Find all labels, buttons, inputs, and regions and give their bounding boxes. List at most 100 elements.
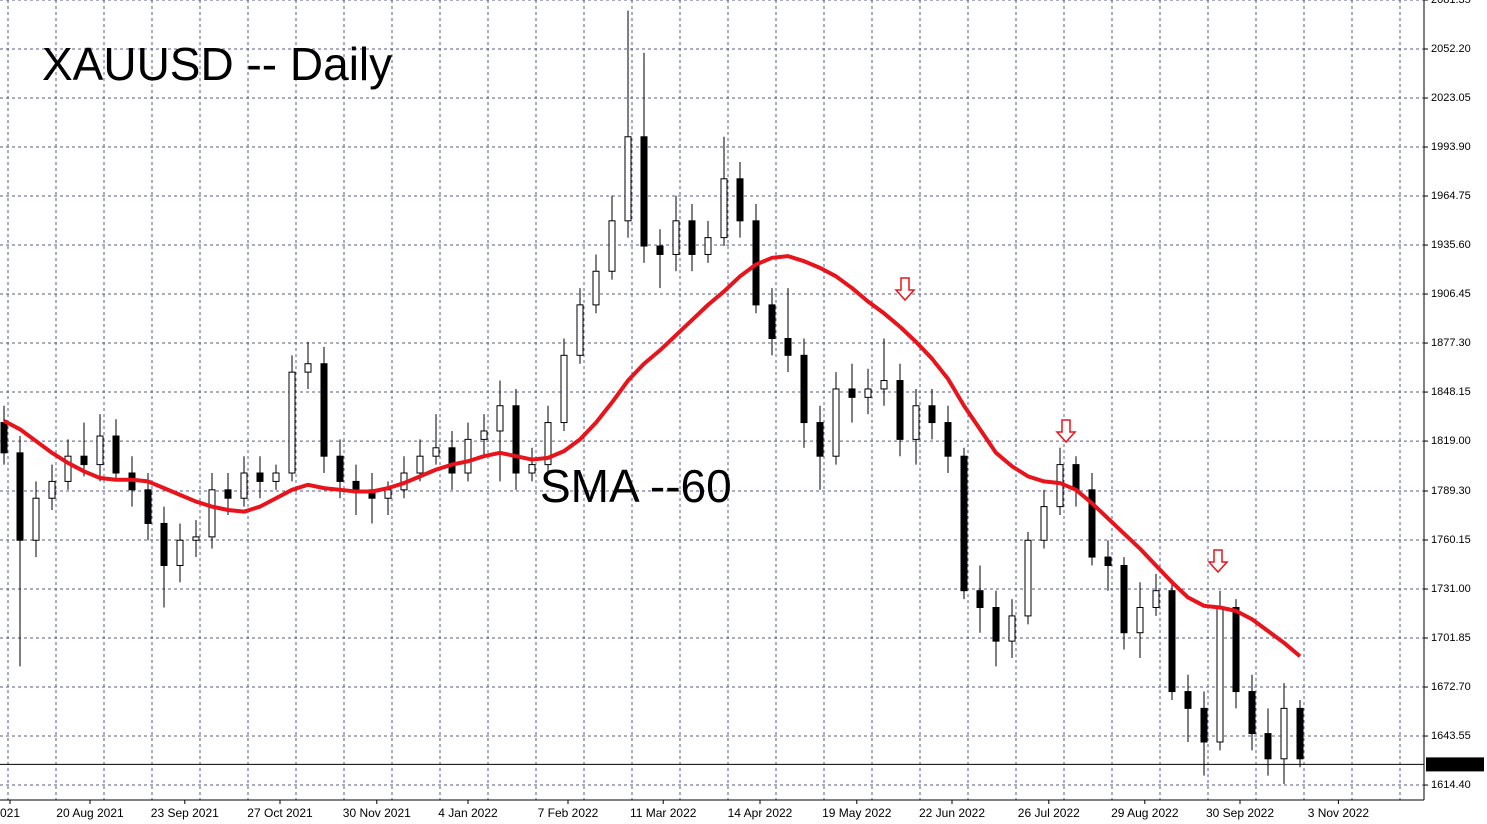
candle-body — [1024, 539, 1032, 617]
candle-body — [608, 220, 616, 272]
candle-body — [432, 447, 440, 457]
candle-body — [800, 354, 808, 424]
candle-body — [768, 304, 776, 340]
x-tick-label: 30 Nov 2021 — [343, 806, 411, 820]
y-tick-label: 1993.90 — [1431, 141, 1471, 153]
y-tick-label: 1672.70 — [1431, 681, 1471, 693]
candle-body — [1296, 707, 1304, 760]
candle-body — [1280, 707, 1288, 760]
candle-body — [736, 178, 744, 222]
candle-body — [512, 405, 520, 474]
y-tick-label: 1760.15 — [1431, 534, 1471, 546]
candle-body — [1040, 506, 1048, 541]
annotation: SMA --60 — [540, 460, 732, 512]
candle-body — [448, 447, 456, 474]
x-tick-label: 20 Aug 2021 — [56, 806, 124, 820]
y-tick-label: 2052.20 — [1431, 43, 1471, 55]
candle-body — [960, 455, 968, 592]
sma-line — [3, 254, 1302, 658]
candle-body — [1216, 607, 1224, 743]
y-tick-label: 1906.45 — [1431, 288, 1471, 300]
candle-body — [688, 220, 696, 255]
candle-body — [384, 489, 392, 499]
y-tick-label: 1731.00 — [1431, 583, 1471, 595]
candle-body — [352, 480, 360, 491]
candle-body — [784, 338, 792, 356]
candle-body — [240, 472, 248, 499]
x-tick-label: 3 Nov 2022 — [1308, 806, 1370, 820]
candle-body — [144, 489, 152, 524]
candle-body — [1248, 691, 1256, 735]
candle-body — [1104, 556, 1112, 566]
y-tick-label: 1877.30 — [1431, 337, 1471, 349]
x-tick-label: 14 Apr 2022 — [728, 806, 793, 820]
candle-body — [160, 522, 168, 566]
candle-body — [208, 489, 216, 538]
candle-body — [976, 590, 984, 609]
candle-body — [880, 380, 888, 390]
candle-body — [1232, 607, 1240, 693]
chart-title: XAUUSD -- Daily — [42, 38, 392, 90]
y-tick-label: 2023.05 — [1431, 92, 1471, 104]
candle-body — [544, 422, 552, 466]
candle-body — [1120, 564, 1128, 634]
y-tick-label: 1935.60 — [1431, 239, 1471, 251]
candle-body — [64, 455, 72, 482]
candle-body — [1088, 489, 1096, 558]
x-tick-label: 19 May 2022 — [822, 806, 892, 820]
candle-body — [704, 237, 712, 255]
candle-body — [928, 405, 936, 424]
x-tick-label: 021 — [0, 806, 20, 820]
candle-body — [272, 472, 280, 482]
arrow — [894, 277, 916, 302]
candle-body — [48, 480, 56, 499]
x-tick-label: 4 Jan 2022 — [438, 806, 498, 820]
candle-body — [896, 380, 904, 440]
y-tick-label: 1643.55 — [1431, 730, 1471, 742]
candle-body — [624, 136, 632, 222]
candle-body — [1072, 464, 1080, 491]
last-price-label: 1626.68 — [1430, 758, 1470, 770]
candle-body — [912, 405, 920, 440]
candle-body — [112, 435, 120, 474]
candle-body — [256, 472, 264, 482]
candle-body — [1200, 707, 1208, 743]
candle-body — [1152, 590, 1160, 609]
candle-body — [1168, 590, 1176, 693]
candle-body — [304, 363, 312, 373]
arrow — [1055, 419, 1077, 444]
candle-body — [640, 136, 648, 247]
candle-body — [80, 455, 88, 466]
candle-body — [1264, 733, 1272, 760]
candle-body — [592, 270, 600, 306]
candle-body — [656, 245, 664, 255]
candle-body — [496, 405, 504, 432]
candle-body — [560, 354, 568, 424]
candle-body — [320, 363, 328, 457]
candle-body — [0, 422, 8, 454]
candle-body — [336, 455, 344, 482]
candle-body — [848, 388, 856, 398]
candle-body — [832, 388, 840, 457]
candle-body — [480, 430, 488, 440]
candle-body — [176, 539, 184, 566]
y-tick-label: 1848.15 — [1431, 386, 1471, 398]
arrow — [1207, 549, 1229, 574]
x-tick-label: 29 Aug 2022 — [1111, 806, 1179, 820]
x-tick-label: 30 Sep 2022 — [1206, 806, 1274, 820]
candle-body — [816, 422, 824, 457]
y-tick-label: 1701.85 — [1431, 632, 1471, 644]
candle-body — [32, 497, 40, 541]
candle-body — [672, 220, 680, 255]
y-tick-label: 1614.40 — [1431, 779, 1471, 791]
plot — [0, 10, 1424, 785]
x-tick-label: 7 Feb 2022 — [538, 806, 599, 820]
candle-body — [288, 371, 296, 474]
candle-body — [1008, 615, 1016, 642]
last-price-box — [1426, 757, 1484, 772]
candle-body — [464, 438, 472, 474]
y-tick-label: 1819.00 — [1431, 435, 1471, 447]
